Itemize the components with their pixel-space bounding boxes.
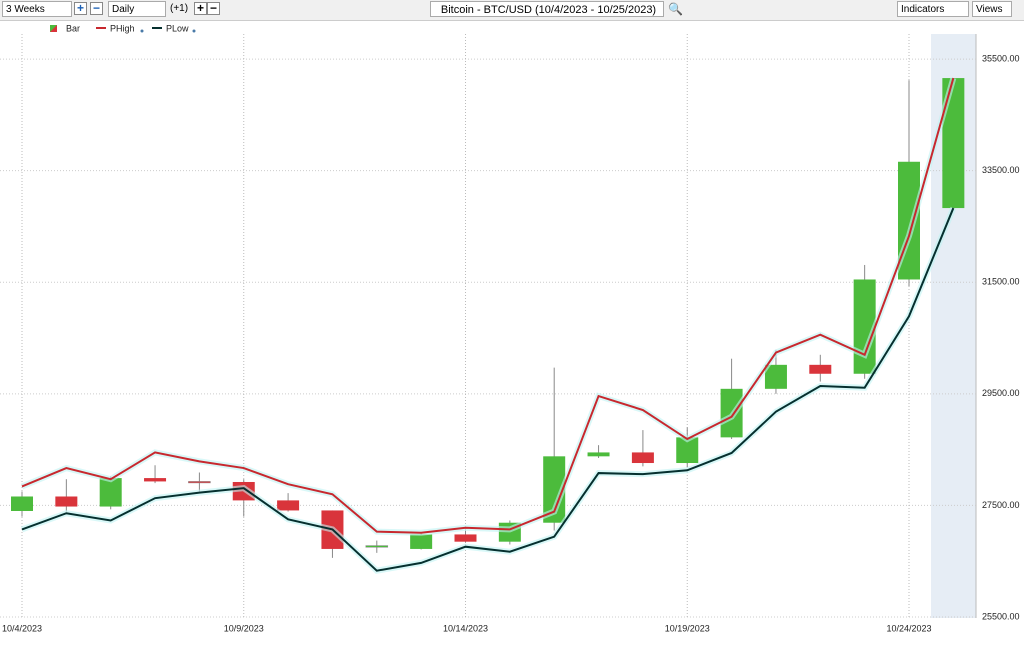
offset-minus[interactable]: − <box>207 2 220 15</box>
candle-body <box>11 496 33 511</box>
line-glow <box>20 77 957 536</box>
y-tick-label: 25500.00 <box>982 611 1020 621</box>
symbol-box[interactable]: Bitcoin - BTC/USD (10/4/2023 - 10/25/202… <box>430 1 664 17</box>
zoom-out[interactable]: − <box>90 2 103 15</box>
views-button[interactable]: Views <box>972 1 1012 17</box>
y-tick-label: 27500.00 <box>982 500 1020 510</box>
y-tick-label: 33500.00 <box>982 165 1020 175</box>
candle-body <box>188 481 211 484</box>
candle-body <box>365 545 389 548</box>
candle-body <box>676 437 699 464</box>
period-select[interactable]: 3 Weeks <box>2 1 72 17</box>
x-tick-label: 10/19/2023 <box>665 623 710 633</box>
x-tick-label: 10/24/2023 <box>886 623 931 633</box>
zoom-in[interactable]: + <box>74 2 87 15</box>
line <box>21 207 955 572</box>
legend-dot <box>192 29 196 33</box>
search-icon[interactable]: 🔍 <box>668 2 683 16</box>
interval-select[interactable]: Daily <box>108 1 166 17</box>
candle-body <box>55 496 78 507</box>
offset: (+1) <box>170 3 189 14</box>
legend-label: PLow <box>166 23 189 33</box>
candle-body <box>587 452 610 457</box>
candle-body <box>454 534 477 542</box>
x-tick-label: 10/14/2023 <box>443 623 488 633</box>
y-tick-label: 29500.00 <box>982 388 1020 398</box>
offset-plus[interactable]: + <box>194 2 207 15</box>
y-tick-label: 31500.00 <box>982 277 1020 287</box>
candle-body <box>144 478 167 482</box>
candle-body <box>942 78 965 209</box>
candle-body <box>277 500 300 511</box>
indicators-button[interactable]: Indicators <box>897 1 969 17</box>
candle-body <box>543 456 566 523</box>
candle-body <box>99 478 122 507</box>
legend-swatch <box>50 25 57 32</box>
x-tick-label: 10/4/2023 <box>2 623 42 633</box>
candle-body <box>764 364 787 389</box>
x-tick-label: 10/9/2023 <box>224 623 264 633</box>
legend-dot <box>140 29 144 33</box>
legend-label: PHigh <box>110 23 135 33</box>
line <box>21 77 955 534</box>
candle-body <box>410 534 433 549</box>
y-tick-label: 35500.00 <box>982 53 1020 63</box>
toolbar: 3 Weeks + − Daily + − (+1) Bitcoin - BTC… <box>0 0 1024 21</box>
legend-label: Bar <box>66 23 80 33</box>
candle-body <box>809 364 832 374</box>
chart: Bar 25500.00 27500.00 29500.00 31500.00 3350… <box>0 23 1020 633</box>
candle-body <box>631 452 654 464</box>
